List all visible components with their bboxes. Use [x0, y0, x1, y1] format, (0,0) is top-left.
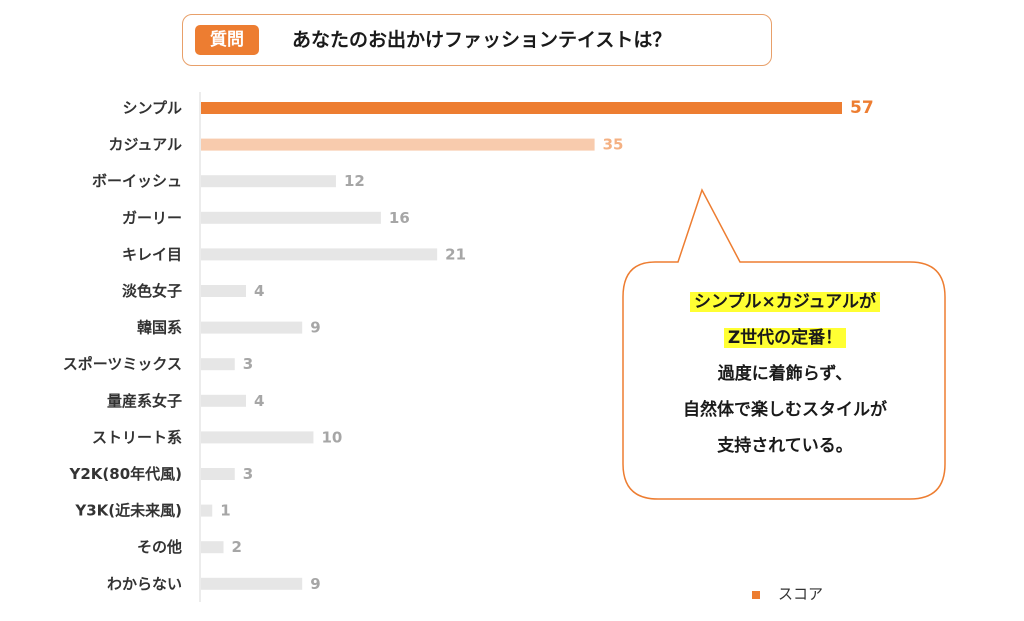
category-label: ガーリー [122, 209, 182, 227]
callout-line-2: Z世代の定番！ [723, 328, 847, 348]
value-label: 16 [389, 209, 410, 227]
value-label: 2 [231, 538, 241, 556]
value-label: 12 [344, 172, 365, 190]
category-label: カジュアル [108, 136, 182, 154]
value-label: 4 [254, 282, 264, 300]
bar [201, 138, 595, 151]
question-text: あなたのお出かけファッションテイストは？ [292, 29, 672, 51]
legend-label: スコア [778, 585, 824, 603]
category-label: その他 [137, 538, 182, 556]
callout-line-4: 自然体で楽しむスタイルが [683, 400, 887, 420]
legend-swatch [752, 590, 760, 599]
bars-group: シンプル 57 カジュアル 35 ボーイッシュ 12 ガーリー 16 キレイ目 21 淡色女子 4 韓国… [63, 98, 874, 593]
bar [201, 321, 303, 334]
category-label: Y2K(80年代風) [68, 465, 182, 483]
category-label: シンプル [122, 99, 182, 117]
callout-line-3: 過度に着飾らず、 [717, 364, 853, 384]
bar [201, 248, 438, 261]
bar [201, 394, 246, 407]
value-label: 10 [321, 428, 342, 446]
value-label: 4 [254, 392, 264, 410]
category-label: 量産系女子 [107, 392, 182, 410]
bar [201, 504, 213, 517]
legend: スコア [752, 583, 823, 604]
category-label: 韓国系 [137, 319, 182, 337]
category-label: ストリート系 [92, 428, 182, 446]
bar [201, 431, 314, 444]
value-label: 21 [445, 245, 466, 263]
bar [201, 358, 235, 371]
callout-line-1: シンプル×カジュアルが [689, 292, 881, 312]
bar [201, 102, 842, 114]
bar [201, 541, 224, 554]
value-label: 9 [310, 319, 320, 337]
value-label: 3 [243, 465, 253, 483]
value-label: 9 [310, 575, 320, 593]
bar [201, 468, 235, 480]
question-badge: 質問 [195, 25, 259, 55]
bar [201, 285, 246, 297]
bar [201, 211, 381, 224]
callout-text: シンプル×カジュアルが Z世代の定番！ 過度に着飾らず、 自然体で楽しむスタイル… [640, 284, 930, 464]
callout-line-5: 支持されている。 [717, 436, 853, 456]
value-label: 35 [603, 136, 624, 154]
category-label: 淡色女子 [122, 282, 182, 300]
category-label: Y3K(近未来風) [74, 502, 182, 520]
category-label: スポーツミックス [63, 355, 182, 373]
value-label: 57 [850, 98, 874, 118]
category-label: キレイ目 [122, 245, 182, 263]
bar [201, 175, 336, 188]
bar [201, 577, 303, 590]
category-label: わからない [107, 575, 182, 593]
category-label: ボーイッシュ [92, 172, 182, 190]
value-label: 1 [220, 502, 230, 520]
question-box [182, 14, 772, 66]
value-label: 3 [243, 355, 253, 373]
